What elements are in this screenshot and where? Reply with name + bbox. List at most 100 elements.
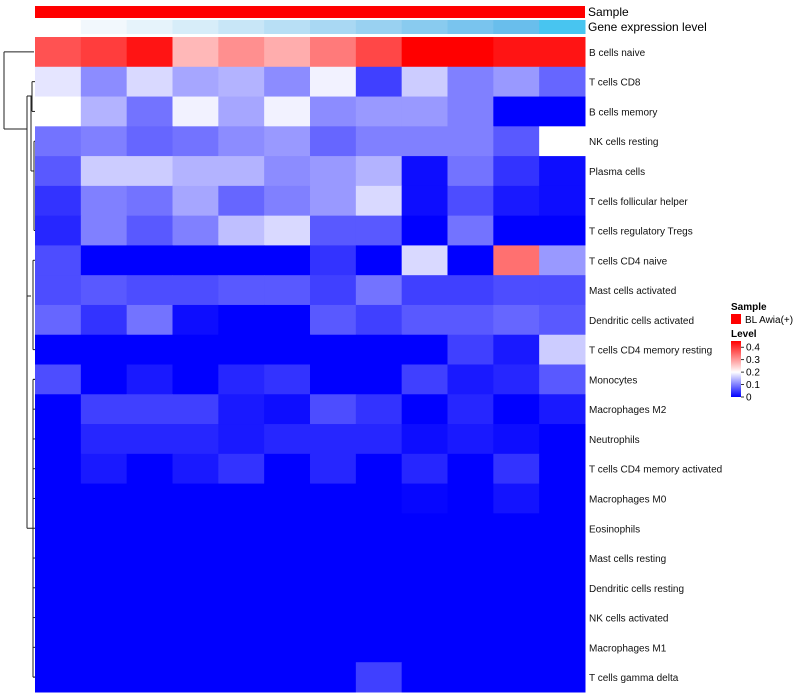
heatmap-cell [80, 632, 128, 663]
heatmap-cell [447, 126, 494, 157]
heatmap-cell [218, 394, 265, 425]
heatmap-cell [126, 602, 173, 633]
heatmap-cell [218, 96, 265, 127]
heatmap-cell [35, 483, 82, 514]
heatmap-cell [493, 424, 540, 455]
heatmap-cell [539, 66, 586, 98]
heatmap-cell [355, 424, 403, 455]
heatmap-cell [539, 483, 586, 514]
heatmap-cell [264, 662, 311, 693]
heatmap-cell [264, 185, 311, 217]
heatmap-cell [264, 364, 311, 395]
heatmap-cell [539, 632, 586, 663]
row-dendrogram [3, 51, 35, 678]
heatmap-cell [355, 334, 403, 365]
heatmap-cell [355, 572, 403, 604]
heatmap-cell [310, 662, 357, 693]
heatmap-cell [355, 37, 403, 68]
heatmap-cell [35, 513, 82, 544]
heatmap-cell [355, 185, 403, 217]
heatmap-cell [401, 572, 448, 604]
expression-annotation-label: Gene expression level [588, 20, 707, 34]
heatmap-cell [539, 96, 586, 127]
heatmap-cell [172, 424, 219, 455]
heatmap-cell [493, 453, 540, 485]
row-label: Macrophages M2 [589, 405, 667, 416]
heatmap-cell [401, 304, 448, 336]
heatmap-cell [80, 543, 128, 574]
heatmap-cell [218, 245, 265, 276]
heatmap-cell [80, 96, 128, 127]
heatmap-cell [401, 245, 448, 276]
row-label: NK cells resting [589, 137, 658, 148]
heatmap-cell [172, 96, 219, 127]
row-label: B cells memory [589, 107, 657, 118]
heatmap-cell [355, 275, 403, 306]
heatmap-cell [539, 245, 586, 276]
heatmap-cell [35, 394, 82, 425]
heatmap-cell [172, 602, 219, 633]
heatmap-cell [80, 126, 128, 157]
heatmap-cell [80, 572, 128, 604]
heatmap-cell [310, 364, 357, 395]
expression-annotation-cell [80, 20, 128, 34]
heatmap-cell [172, 66, 219, 98]
heatmap-cell [35, 453, 82, 485]
heatmap-cell [310, 245, 357, 276]
heatmap-cell [80, 364, 128, 395]
heatmap-cell [218, 304, 265, 336]
heatmap-cell [401, 215, 448, 246]
heatmap-cell [539, 304, 586, 336]
heatmap-cell [126, 424, 173, 455]
heatmap-cell [493, 185, 540, 217]
heatmap-cell [80, 334, 128, 365]
heatmap-cell [126, 185, 173, 217]
heatmap-cell [447, 662, 494, 693]
heatmap-cell [80, 66, 128, 98]
heatmap-cell [493, 156, 540, 187]
heatmap-cell [172, 304, 219, 336]
heatmap-cell [126, 364, 173, 395]
heatmap-cell [447, 334, 494, 365]
expression-annotation-cell [126, 20, 173, 34]
heatmap-cell [355, 66, 403, 98]
expression-annotation-cell [447, 20, 494, 34]
heatmap-cell [401, 662, 448, 693]
heatmap-cell [355, 543, 403, 574]
row-label: T cells follicular helper [589, 197, 688, 208]
heatmap-cell [218, 513, 265, 544]
heatmap-cell [126, 334, 173, 365]
heatmap-cell [80, 185, 128, 217]
heatmap-cell [80, 245, 128, 276]
heatmap-cell [310, 37, 357, 68]
heatmap-cell [126, 37, 173, 68]
heatmap-cell [447, 156, 494, 187]
heatmap-cell [35, 424, 82, 455]
heatmap-cell [355, 126, 403, 157]
heatmap-cell [218, 632, 265, 663]
heatmap-cell [355, 513, 403, 544]
heatmap-cell [35, 334, 82, 365]
heatmap-cell [264, 394, 311, 425]
heatmap-cell [126, 394, 173, 425]
heatmap-cell [493, 245, 540, 276]
expression-annotation-cell [172, 20, 219, 34]
heatmap-cell [35, 96, 82, 127]
heatmap-cell [355, 662, 403, 693]
heatmap-cell [80, 453, 128, 485]
heatmap-cell [401, 156, 448, 187]
heatmap-cell [310, 632, 357, 663]
heatmap-cell [493, 364, 540, 395]
heatmap-cell [310, 453, 357, 485]
heatmap-cell [218, 543, 265, 574]
row-label: Dendritic cells resting [589, 584, 684, 595]
heatmap-cell [447, 215, 494, 246]
heatmap-cell [401, 126, 448, 157]
heatmap-cell [539, 662, 586, 693]
legend-tick-label: 0.1 [746, 380, 760, 391]
heatmap-cell [172, 662, 219, 693]
legend-level-title: Level [731, 329, 757, 340]
heatmap-cell [539, 126, 586, 157]
heatmap-cell [493, 96, 540, 127]
